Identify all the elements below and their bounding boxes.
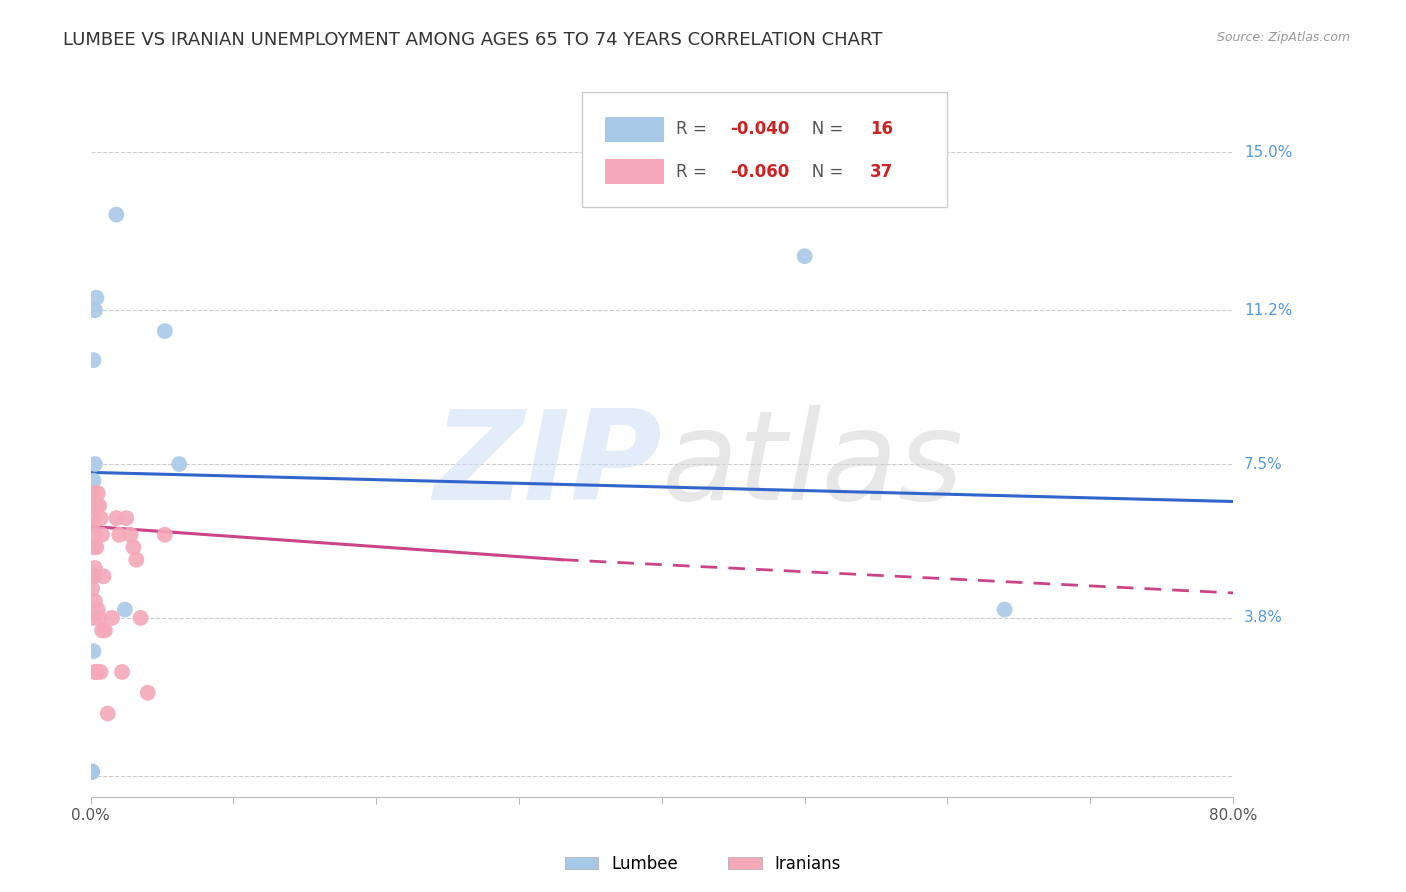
Lumbee	[80, 764, 103, 779]
Lumbee	[105, 208, 128, 222]
Iranians	[89, 611, 111, 625]
Iranians	[122, 540, 145, 554]
Iranians	[83, 499, 105, 513]
Iranians	[153, 528, 176, 542]
Iranians	[91, 624, 114, 638]
Iranians	[136, 686, 159, 700]
Iranians	[90, 511, 112, 525]
Iranians	[82, 540, 104, 554]
Iranians	[93, 569, 115, 583]
Iranians	[82, 569, 104, 583]
Text: N =: N =	[796, 120, 848, 138]
Iranians	[82, 511, 104, 525]
Text: LUMBEE VS IRANIAN UNEMPLOYMENT AMONG AGES 65 TO 74 YEARS CORRELATION CHART: LUMBEE VS IRANIAN UNEMPLOYMENT AMONG AGE…	[63, 31, 883, 49]
Iranians	[83, 594, 105, 608]
Text: -0.040: -0.040	[730, 120, 790, 138]
Text: R =: R =	[675, 162, 711, 180]
Text: ZIP: ZIP	[433, 405, 662, 526]
Iranians	[80, 582, 103, 596]
Lumbee	[80, 764, 103, 779]
Iranians	[115, 511, 138, 525]
Iranians	[82, 611, 104, 625]
Lumbee	[80, 764, 103, 779]
Lumbee	[82, 353, 104, 368]
Text: N =: N =	[796, 162, 848, 180]
Lumbee	[86, 291, 108, 305]
Iranians	[82, 486, 104, 500]
Text: 37: 37	[870, 162, 893, 180]
Lumbee	[82, 474, 104, 488]
Lumbee	[153, 324, 176, 338]
Iranians	[86, 540, 108, 554]
Text: 11.2%: 11.2%	[1244, 302, 1292, 318]
Text: 3.8%: 3.8%	[1244, 610, 1284, 625]
Text: Source: ZipAtlas.com: Source: ZipAtlas.com	[1216, 31, 1350, 45]
Iranians	[86, 665, 108, 679]
Lumbee	[167, 457, 190, 471]
Lumbee	[114, 602, 136, 616]
Iranians	[108, 528, 131, 542]
Iranians	[94, 624, 117, 638]
Iranians	[83, 528, 105, 542]
Iranians	[87, 602, 110, 616]
Legend: Lumbee, Iranians: Lumbee, Iranians	[558, 848, 848, 880]
Iranians	[86, 499, 108, 513]
Iranians	[83, 561, 105, 575]
Iranians	[90, 665, 112, 679]
Text: 16: 16	[870, 120, 893, 138]
Iranians	[87, 486, 110, 500]
Iranians	[80, 519, 103, 533]
Text: atlas: atlas	[662, 405, 965, 526]
Iranians	[129, 611, 152, 625]
Iranians	[105, 511, 128, 525]
Iranians	[91, 528, 114, 542]
Lumbee	[83, 569, 105, 583]
Iranians	[83, 665, 105, 679]
Lumbee	[83, 457, 105, 471]
Iranians	[97, 706, 120, 721]
FancyBboxPatch shape	[605, 159, 664, 184]
Lumbee	[83, 303, 105, 318]
FancyBboxPatch shape	[605, 117, 664, 142]
Text: -0.060: -0.060	[730, 162, 790, 180]
Text: R =: R =	[675, 120, 711, 138]
Lumbee	[82, 644, 104, 658]
Text: 15.0%: 15.0%	[1244, 145, 1292, 160]
Lumbee	[994, 602, 1017, 616]
FancyBboxPatch shape	[582, 92, 948, 207]
Iranians	[120, 528, 142, 542]
Text: 7.5%: 7.5%	[1244, 457, 1282, 472]
Iranians	[111, 665, 134, 679]
Iranians	[101, 611, 124, 625]
Iranians	[89, 499, 111, 513]
Iranians	[125, 552, 148, 566]
Lumbee	[793, 249, 815, 263]
